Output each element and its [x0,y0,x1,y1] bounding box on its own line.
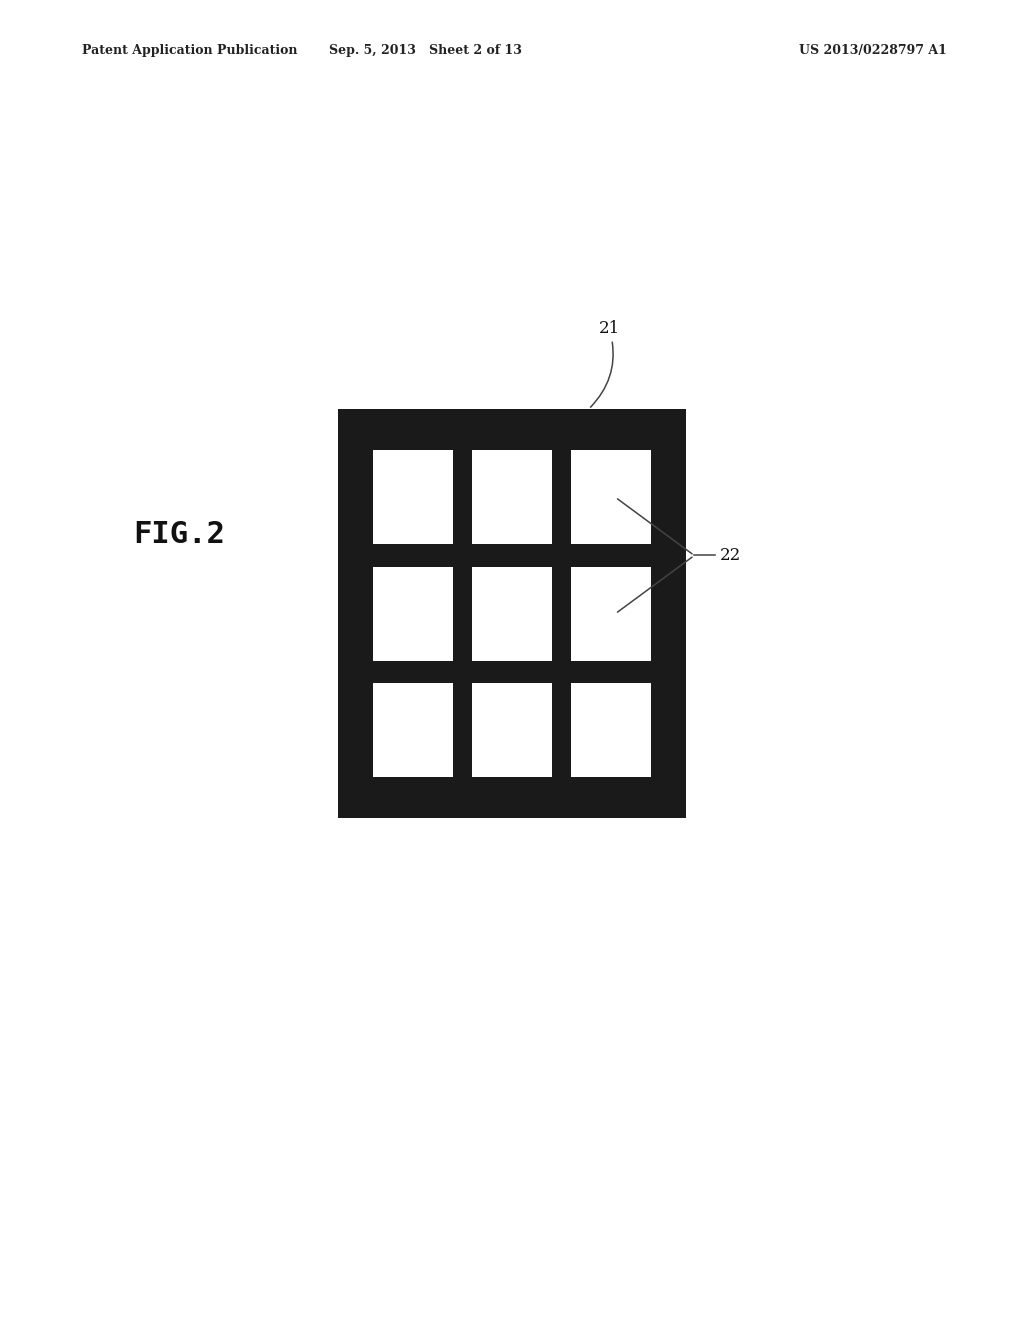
Text: Patent Application Publication: Patent Application Publication [82,44,297,57]
Bar [373,450,453,544]
Bar [373,684,453,777]
Bar [571,684,651,777]
Bar [373,566,453,661]
Bar [472,450,552,544]
Text: FIG.2: FIG.2 [133,520,225,549]
Bar [571,450,651,544]
Bar [338,409,686,818]
Bar [472,684,552,777]
Text: US 2013/0228797 A1: US 2013/0228797 A1 [800,44,947,57]
Text: 22: 22 [720,546,741,564]
Text: 21: 21 [591,319,620,407]
Bar [571,566,651,661]
Text: Sep. 5, 2013   Sheet 2 of 13: Sep. 5, 2013 Sheet 2 of 13 [329,44,521,57]
Bar [472,566,552,661]
